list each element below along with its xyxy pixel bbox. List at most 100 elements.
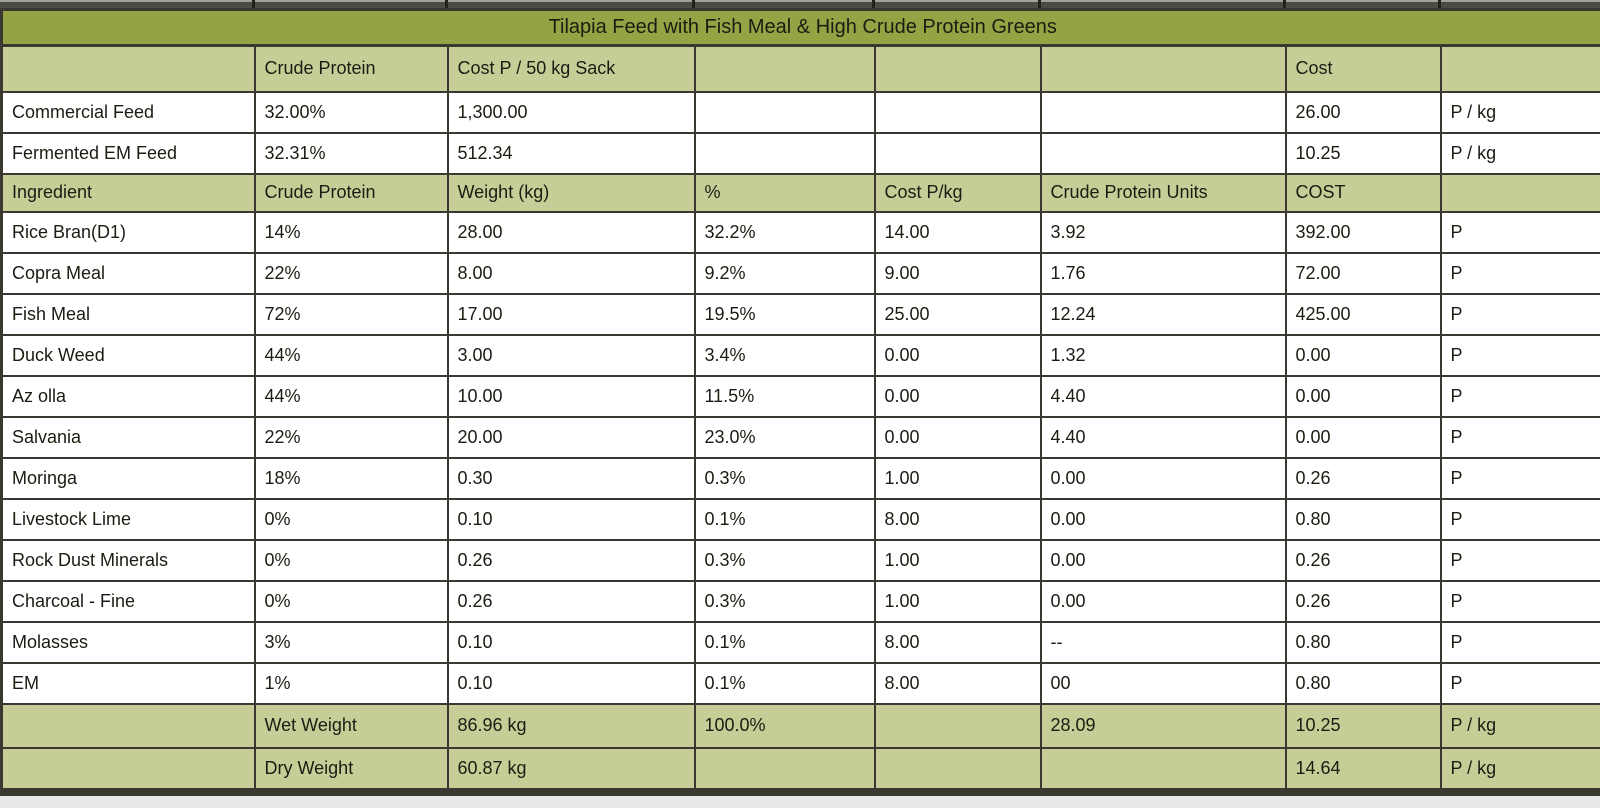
ingredient-row: Salvania 22% 20.00 23.0% 0.00 4.40 0.00 … <box>0 415 1600 459</box>
header-cost-total: COST <box>1284 172 1442 213</box>
cell-crude-protein: 0% <box>253 497 449 541</box>
header-blank <box>1439 44 1600 93</box>
cell-blank <box>693 131 876 175</box>
cell-cost: 10.25 <box>1284 702 1442 749</box>
cell-unit: P <box>1439 415 1600 459</box>
cell-cost: 14.64 <box>1284 746 1442 793</box>
cell-percent: 23.0% <box>693 415 876 459</box>
cell-unit: P <box>1439 620 1600 664</box>
cell-name: Az olla <box>0 374 256 418</box>
column-edge-notch <box>872 0 875 8</box>
cell-name: Rice Bran(D1) <box>0 210 256 254</box>
cell-unit: P <box>1439 251 1600 295</box>
cell-weight: 10.00 <box>446 374 696 418</box>
cell-crude-protein: 1% <box>253 661 449 705</box>
cell-crude-protein: 72% <box>253 292 449 336</box>
cell-cost-per-kg: 25.00 <box>873 292 1042 336</box>
cell-blank <box>1039 90 1287 134</box>
cell-cost: 0.26 <box>1284 538 1442 582</box>
cell-crude-protein: 32.31% <box>253 131 449 175</box>
cell-protein-units: -- <box>1039 620 1287 664</box>
cell-unit: P <box>1439 538 1600 582</box>
cell-cost-per-kg: 1.00 <box>873 538 1042 582</box>
cell-unit: P <box>1439 579 1600 623</box>
cell-protein-units: 4.40 <box>1039 415 1287 459</box>
cell-percent: 3.4% <box>693 333 876 377</box>
summary-row: Fermented EM Feed 32.31% 512.34 10.25 P … <box>0 131 1600 175</box>
header-cost-per-kg: Cost P/kg <box>873 172 1042 213</box>
cell-cost: 0.80 <box>1284 497 1442 541</box>
cell-name: Duck Weed <box>0 333 256 377</box>
cell-protein-units: 12.24 <box>1039 292 1287 336</box>
cell-cost-per-kg: 8.00 <box>873 497 1042 541</box>
header-percent: % <box>693 172 876 213</box>
cell-crude-protein: 18% <box>253 456 449 500</box>
cell-weight: 0.26 <box>446 579 696 623</box>
cell-percent: 100.0% <box>693 702 876 749</box>
cell-blank <box>0 746 256 793</box>
ingredient-row: Moringa 18% 0.30 0.3% 1.00 0.00 0.26 P <box>0 456 1600 500</box>
cell-cost: 72.00 <box>1284 251 1442 295</box>
ingredient-row: Molasses 3% 0.10 0.1% 8.00 -- 0.80 P <box>0 620 1600 664</box>
cell-cost: 0.80 <box>1284 661 1442 705</box>
cell-protein-units: 28.09 <box>1039 702 1287 749</box>
cell-name: Livestock Lime <box>0 497 256 541</box>
cell-cost-per-kg: 0.00 <box>873 374 1042 418</box>
ingredient-row: Copra Meal 22% 8.00 9.2% 9.00 1.76 72.00… <box>0 251 1600 295</box>
cell-protein-units: 1.32 <box>1039 333 1287 377</box>
cell-cost: 26.00 <box>1284 90 1442 134</box>
cell-protein-units: 0.00 <box>1039 579 1287 623</box>
cell-weight: 0.26 <box>446 538 696 582</box>
cell-unit: P <box>1439 374 1600 418</box>
cell-protein-units: 00 <box>1039 661 1287 705</box>
cell-weight: 86.96 kg <box>446 702 696 749</box>
cell-cost-per-kg: 8.00 <box>873 620 1042 664</box>
dry-weight-row: Dry Weight 60.87 kg 14.64 P / kg <box>0 746 1600 793</box>
cell-percent: 0.1% <box>693 661 876 705</box>
cell-cost-per-kg: 1.00 <box>873 456 1042 500</box>
header-weight: Weight (kg) <box>446 172 696 213</box>
cell-cost-per-kg: 9.00 <box>873 251 1042 295</box>
cell-crude-protein: 0% <box>253 538 449 582</box>
header-blank <box>1439 172 1600 213</box>
wet-weight-row: Wet Weight 86.96 kg 100.0% 28.09 10.25 P… <box>0 702 1600 749</box>
cell-protein-units: 1.76 <box>1039 251 1287 295</box>
cell-protein-units: 4.40 <box>1039 374 1287 418</box>
column-edge-notch <box>445 0 448 8</box>
cell-weight: 60.87 kg <box>446 746 696 793</box>
header-blank <box>693 44 876 93</box>
cell-protein-units: 0.00 <box>1039 538 1287 582</box>
column-edge-notch <box>1438 0 1441 8</box>
cell-blank <box>873 746 1042 793</box>
cell-percent: 0.3% <box>693 579 876 623</box>
cell-crude-protein: 22% <box>253 251 449 295</box>
cell-name: Salvania <box>0 415 256 459</box>
summary-header-row: Crude Protein Cost P / 50 kg Sack Cost <box>0 44 1600 93</box>
cell-cost: 425.00 <box>1284 292 1442 336</box>
ingredient-row: Duck Weed 44% 3.00 3.4% 0.00 1.32 0.00 P <box>0 333 1600 377</box>
cell-percent: 19.5% <box>693 292 876 336</box>
cell-blank <box>0 702 256 749</box>
header-blank <box>1039 44 1287 93</box>
cell-weight: 20.00 <box>446 415 696 459</box>
cell-crude-protein: 0% <box>253 579 449 623</box>
cell-unit: P <box>1439 456 1600 500</box>
cell-unit: P <box>1439 210 1600 254</box>
cell-blank <box>873 90 1042 134</box>
cell-unit: P / kg <box>1439 746 1600 793</box>
cell-cost: 10.25 <box>1284 131 1442 175</box>
cell-weight: 28.00 <box>446 210 696 254</box>
column-edge-notch <box>1038 0 1041 8</box>
header-crude-protein: Crude Protein <box>253 44 449 93</box>
cell-cost: 0.00 <box>1284 415 1442 459</box>
cell-crude-protein: 32.00% <box>253 90 449 134</box>
cell-unit: P / kg <box>1439 90 1600 134</box>
cell-crude-protein: 3% <box>253 620 449 664</box>
column-edge-notch <box>1283 0 1286 8</box>
cell-blank <box>693 746 876 793</box>
header-ingredient: Ingredient <box>0 172 256 213</box>
ingredient-row: Livestock Lime 0% 0.10 0.1% 8.00 0.00 0.… <box>0 497 1600 541</box>
cell-cost: 0.26 <box>1284 456 1442 500</box>
header-cost-per-sack: Cost P / 50 kg Sack <box>446 44 696 93</box>
cell-cost: 392.00 <box>1284 210 1442 254</box>
